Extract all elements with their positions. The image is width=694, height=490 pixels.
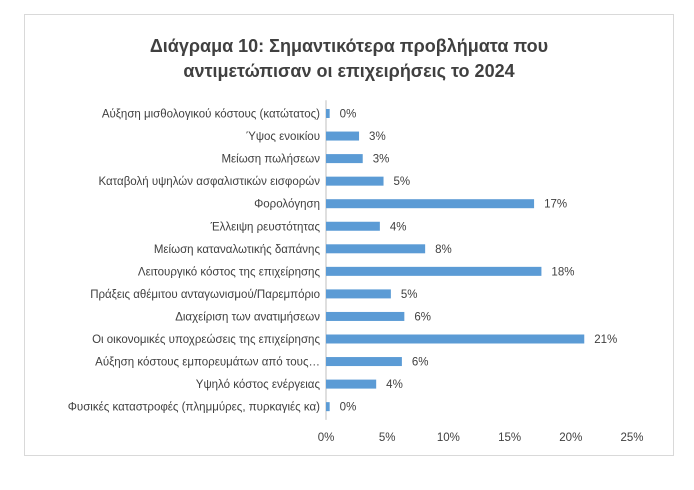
- category-label: Καταβολή υψηλών ασφαλιστικών εισφορών: [98, 176, 320, 188]
- category-label: Αύξηση μισθολογικού κόστους (κατώτατος): [102, 109, 320, 121]
- data-label: 8%: [435, 244, 452, 256]
- category-label: Διαχείριση των ανατιμήσεων: [175, 311, 320, 323]
- data-label: 3%: [373, 154, 390, 166]
- x-tick-label: 25%: [620, 432, 643, 444]
- bar: [326, 244, 426, 254]
- bar: [326, 221, 380, 231]
- x-tick-label: 10%: [437, 432, 460, 444]
- category-label: Έλλειψη ρευστότητας: [210, 221, 321, 233]
- data-label: 4%: [390, 221, 407, 233]
- data-label: 17%: [544, 199, 567, 211]
- bar: [326, 109, 330, 118]
- data-label: 0%: [340, 402, 357, 414]
- bar: [326, 199, 535, 209]
- bar: [326, 334, 585, 344]
- data-label: 0%: [340, 109, 357, 121]
- x-tick-label: 15%: [498, 432, 521, 444]
- category-label: Οι οικονομικές υποχρεώσεις της επιχείρησ…: [92, 334, 320, 346]
- bar: [326, 266, 542, 276]
- data-label: 5%: [401, 289, 418, 301]
- category-label: Λειτουργικό κόστος της επιχείρησης: [138, 266, 321, 278]
- data-label: 18%: [551, 266, 574, 278]
- category-label: Ύψος ενοικίου: [246, 131, 320, 143]
- bar: [326, 379, 377, 389]
- data-label: 6%: [414, 311, 431, 323]
- data-label: 5%: [394, 176, 411, 188]
- x-tick-label: 5%: [379, 432, 396, 444]
- category-label: Πράξεις αθέμιτου ανταγωνισμού/Παρεμπόριο: [90, 289, 320, 301]
- category-label: Αύξηση κόστους εμπορευμάτων από τους…: [95, 357, 320, 369]
- data-label: 21%: [594, 334, 617, 346]
- category-label: Μείωση καταναλωτικής δαπάνης: [154, 244, 321, 256]
- data-label: 6%: [412, 357, 429, 369]
- bar: [326, 311, 405, 321]
- bar: [326, 289, 391, 299]
- category-label: Φυσικές καταστροφές (πλημμύρες, πυρκαγιέ…: [68, 402, 320, 414]
- chart-title-line-2: αντιμετώπισαν οι επιχειρήσεις το 2024: [183, 61, 515, 81]
- bar: [326, 131, 360, 141]
- data-label: 3%: [369, 131, 386, 143]
- bar: [326, 154, 363, 164]
- data-label: 4%: [386, 379, 403, 391]
- category-label: Φορολόγηση: [254, 199, 320, 211]
- bar: [326, 402, 330, 412]
- x-tick-label: 0%: [318, 432, 335, 444]
- category-label: Μείωση πωλήσεων: [221, 154, 320, 166]
- chart-title: Διάγραμα 10: Σημαντικότερα προβλήματα πο…: [24, 34, 674, 84]
- category-label: Υψηλό κόστος ενέργειας: [196, 379, 321, 391]
- chart-title-line-1: Διάγραμα 10: Σημαντικότερα προβλήματα πο…: [149, 36, 549, 56]
- bar: [326, 357, 402, 367]
- bar: [326, 176, 384, 186]
- x-tick-label: 20%: [559, 432, 582, 444]
